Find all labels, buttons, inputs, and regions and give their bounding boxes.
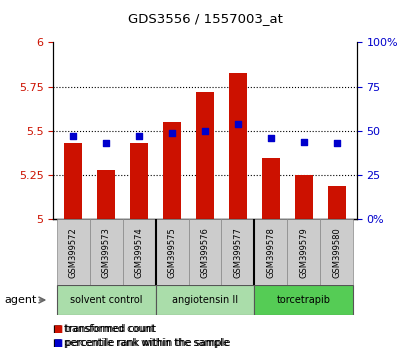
Text: angiotensin II: angiotensin II — [171, 295, 238, 305]
Bar — [122, 219, 155, 285]
Text: GDS3556 / 1557003_at: GDS3556 / 1557003_at — [127, 12, 282, 25]
Bar — [188, 219, 221, 285]
Point — [234, 121, 240, 127]
Text: GSM399576: GSM399576 — [200, 227, 209, 278]
Text: GSM399577: GSM399577 — [233, 227, 242, 278]
Point — [169, 130, 175, 136]
Text: percentile rank within the sample: percentile rank within the sample — [63, 338, 228, 348]
Bar — [254, 285, 353, 315]
Text: torcetrapib: torcetrapib — [276, 295, 330, 305]
Bar — [327, 186, 345, 219]
Bar — [294, 175, 312, 219]
Point — [135, 133, 142, 139]
Bar — [155, 285, 254, 315]
Text: GSM399574: GSM399574 — [134, 227, 143, 278]
Bar — [196, 92, 213, 219]
Text: GSM399580: GSM399580 — [332, 227, 341, 278]
Bar — [320, 219, 353, 285]
Text: ■: ■ — [53, 338, 63, 348]
Point — [267, 135, 274, 141]
Bar — [155, 219, 188, 285]
Text: GSM399573: GSM399573 — [101, 227, 110, 278]
Bar — [254, 219, 287, 285]
Text: GSM399575: GSM399575 — [167, 227, 176, 278]
Point — [333, 141, 339, 146]
Bar — [64, 143, 82, 219]
Point — [103, 141, 109, 146]
Bar — [162, 122, 181, 219]
Text: GSM399572: GSM399572 — [68, 227, 77, 278]
Text: agent: agent — [4, 295, 36, 305]
Text: ■ percentile rank within the sample: ■ percentile rank within the sample — [53, 338, 230, 348]
Text: GSM399578: GSM399578 — [266, 227, 275, 278]
Text: ■ transformed count: ■ transformed count — [53, 324, 156, 334]
Point — [300, 139, 306, 144]
Bar — [97, 170, 115, 219]
Bar — [56, 285, 155, 315]
Bar — [221, 219, 254, 285]
Text: GSM399579: GSM399579 — [299, 227, 308, 278]
Bar — [56, 219, 89, 285]
Text: solvent control: solvent control — [70, 295, 142, 305]
Text: transformed count: transformed count — [63, 324, 154, 334]
Bar — [261, 158, 279, 219]
Bar — [130, 143, 148, 219]
Point — [70, 133, 76, 139]
Text: ■: ■ — [53, 324, 63, 334]
Bar — [287, 219, 320, 285]
Point — [201, 128, 208, 134]
Bar — [228, 73, 247, 219]
Bar — [89, 219, 122, 285]
